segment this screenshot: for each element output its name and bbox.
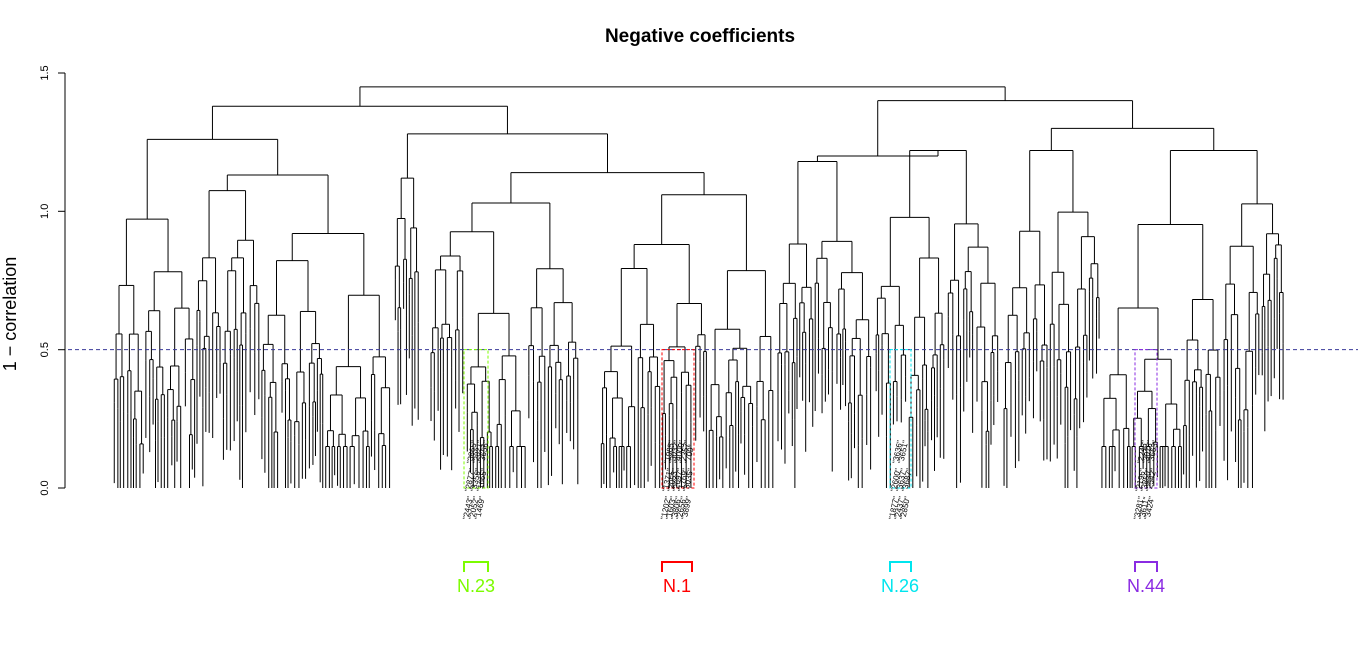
cluster-highlights: "2443""2877""3865""2052""3356""2821""146… [461,349,1160,520]
cluster-labels: N.23 N.1 N.26 N.44 [457,561,1165,596]
cluster-bracket-n1: N.1 [661,561,693,596]
cluster-bracket-n23: N.23 [457,561,495,596]
cluster-box [463,349,489,489]
dendrogram-tree [113,86,1284,488]
y-axis: 0.0 0.5 1.0 1.5 [39,65,66,496]
cluster-box [889,349,912,489]
y-tick-label-3: 1.5 [39,65,51,80]
cluster-label-n26: N.26 [881,576,919,596]
y-tick-label-0: 0.0 [39,480,51,495]
cluster-box [1134,349,1158,489]
cluster-label-n23: N.23 [457,576,495,596]
cluster-label-n44: N.44 [1127,576,1165,596]
cluster-n26: "1877""2600""3636""2437""3637""3651""285… [887,349,914,520]
cluster-box [661,349,695,489]
cluster-label-n1: N.1 [663,576,691,596]
chart-title: Negative coefficients [605,26,795,47]
y-axis-label: 1 − correlation [0,257,20,372]
cluster-bracket-n44: N.44 [1127,561,1165,596]
cluster-bracket-n26: N.26 [881,561,919,596]
y-tick-label-1: 0.5 [39,342,51,357]
leaf-label: "709" [683,444,696,465]
cluster-n44: "3281""2196""2248""3611""3850""3078""342… [1132,349,1160,520]
y-tick-label-2: 1.0 [39,204,51,219]
cluster-n23: "2443""2877""3865""2052""3356""2821""146… [461,349,491,520]
cluster-n1: "1202""1371""1985""1603""2053""3032""380… [659,349,696,520]
